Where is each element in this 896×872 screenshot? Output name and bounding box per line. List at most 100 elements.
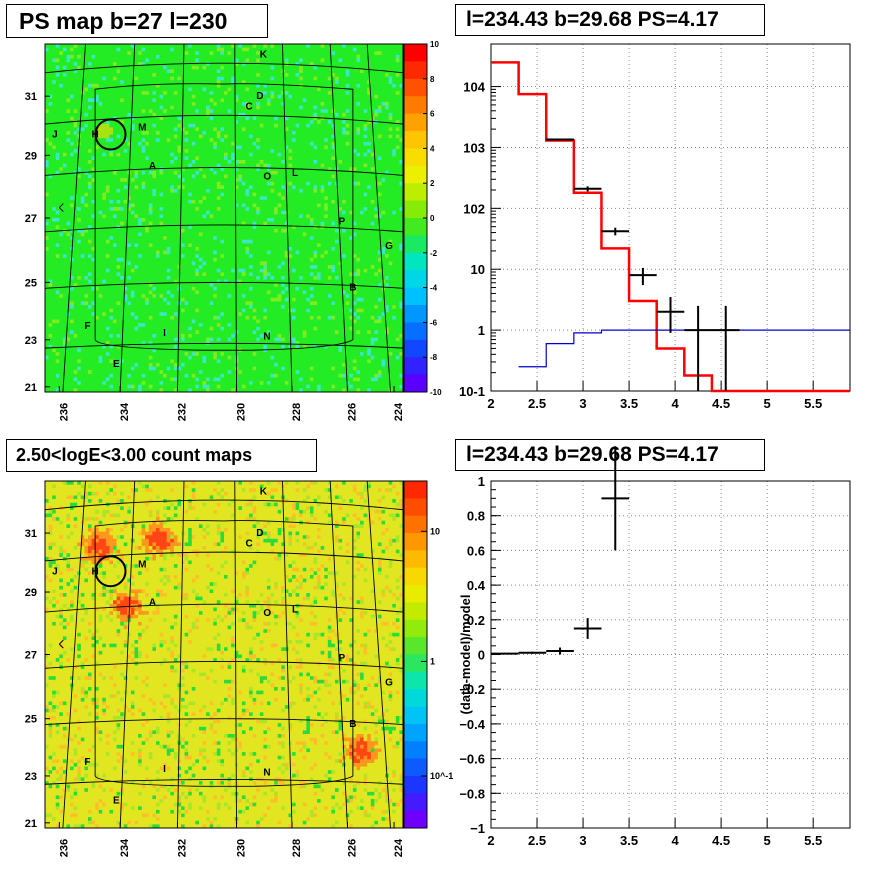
- heatmap-cell: [367, 199, 372, 204]
- heatmap-cell: [188, 98, 193, 103]
- heatmap-cell: [284, 69, 289, 74]
- heatmap-cell: [195, 189, 200, 194]
- heatmap-cell: [130, 47, 135, 52]
- heatmap-cell: [324, 167, 329, 172]
- heatmap-cell: [292, 156, 296, 161]
- heatmap-cell: [195, 87, 200, 92]
- heatmap-cell: [181, 199, 186, 204]
- heatmap-cell: [206, 98, 211, 103]
- heatmap-cell: [317, 138, 322, 143]
- heatmap-cell: [317, 83, 322, 88]
- heatmap-cell: [105, 58, 110, 63]
- heatmap-cell: [134, 131, 139, 136]
- heatmap-cell: [70, 214, 75, 219]
- heatmap-cell: [123, 87, 128, 92]
- heatmap-cell: [309, 138, 314, 143]
- heatmap-cell: [52, 105, 57, 110]
- heatmap-cell: [324, 185, 329, 190]
- heatmap-cell: [145, 131, 150, 136]
- heatmap-cell: [292, 167, 296, 172]
- heatmap-cell: [320, 181, 325, 186]
- heatmap-cell: [98, 51, 103, 56]
- heatmap-cell: [70, 69, 75, 74]
- heatmap-cell: [374, 94, 379, 99]
- heatmap-cell: [342, 87, 347, 92]
- heatmap-cell: [170, 189, 175, 194]
- heatmap-cell: [345, 214, 350, 219]
- heatmap-cell: [62, 127, 67, 132]
- heatmap-cell: [220, 127, 225, 132]
- heatmap-cell: [238, 210, 243, 215]
- heatmap-cell: [252, 54, 257, 59]
- heatmap-cell: [145, 94, 150, 99]
- heatmap-cell: [170, 51, 175, 56]
- heatmap-cell: [188, 138, 193, 143]
- heatmap-cell: [234, 196, 239, 201]
- heatmap-cell: [292, 138, 296, 143]
- heatmap-cell: [363, 94, 368, 99]
- heatmap-cell: [91, 207, 96, 212]
- heatmap-cell: [102, 178, 107, 183]
- heatmap-cell: [55, 134, 60, 139]
- heatmap-cell: [284, 123, 289, 128]
- heatmap-cell: [62, 44, 67, 49]
- heatmap-cell: [220, 145, 225, 150]
- heatmap-cell: [59, 170, 64, 175]
- heatmap-cell: [170, 221, 175, 226]
- heatmap-cell: [338, 98, 343, 103]
- heatmap-cell: [306, 102, 311, 107]
- heatmap-cell: [266, 199, 271, 204]
- heatmap-cell: [345, 170, 350, 175]
- heatmap-cell: [345, 109, 350, 114]
- heatmap-cell: [62, 80, 67, 85]
- heatmap-cell: [188, 65, 193, 70]
- heatmap-cell: [213, 102, 218, 107]
- heatmap-cell: [102, 94, 107, 99]
- heatmap-cell: [188, 170, 193, 175]
- heatmap-cell: [202, 73, 207, 78]
- heatmap-cell: [55, 178, 60, 183]
- heatmap-cell: [252, 73, 257, 78]
- heatmap-cell: [266, 152, 271, 157]
- heatmap-cell: [120, 127, 125, 132]
- spectrum-title: l=234.43 b=29.68 PS=4.17: [455, 4, 765, 36]
- heatmap-cell: [134, 163, 139, 168]
- heatmap-cell: [123, 210, 128, 215]
- heatmap-cell: [181, 210, 186, 215]
- heatmap-cell: [216, 105, 221, 110]
- heatmap-cell: [113, 58, 117, 63]
- heatmap-cell: [224, 141, 228, 146]
- heatmap-cell: [84, 69, 89, 74]
- heatmap-cell: [148, 123, 153, 128]
- heatmap-cell: [66, 47, 71, 52]
- heatmap-cell: [202, 160, 207, 165]
- heatmap-cell: [52, 178, 57, 183]
- heatmap-cell: [360, 131, 365, 136]
- heatmap-cell: [159, 203, 164, 208]
- heatmap-cell: [295, 123, 300, 128]
- heatmap-cell: [202, 199, 207, 204]
- heatmap-cell: [73, 138, 78, 143]
- heatmap-cell: [334, 102, 339, 107]
- heatmap-cell: [274, 145, 279, 150]
- heatmap-cell: [159, 160, 164, 165]
- heatmap-cell: [249, 189, 254, 194]
- heatmap-cell: [356, 156, 361, 161]
- heatmap-cell: [327, 80, 332, 85]
- heatmap-cell: [98, 214, 103, 219]
- heatmap-cell: [195, 174, 200, 179]
- heatmap-cell: [120, 76, 125, 81]
- heatmap-cell: [55, 87, 60, 92]
- heatmap-cell: [127, 123, 132, 128]
- heatmap-cell: [263, 58, 268, 63]
- heatmap-cell: [98, 189, 103, 194]
- heatmap-cell: [299, 196, 304, 201]
- heatmap-cell: [105, 91, 110, 96]
- heatmap-cell: [120, 83, 125, 88]
- heatmap-cell: [206, 69, 211, 74]
- heatmap-cell: [327, 62, 332, 67]
- heatmap-cell: [399, 73, 404, 78]
- heatmap-cell: [209, 51, 214, 56]
- heatmap-cell: [284, 167, 289, 172]
- heatmap-cell: [84, 80, 89, 85]
